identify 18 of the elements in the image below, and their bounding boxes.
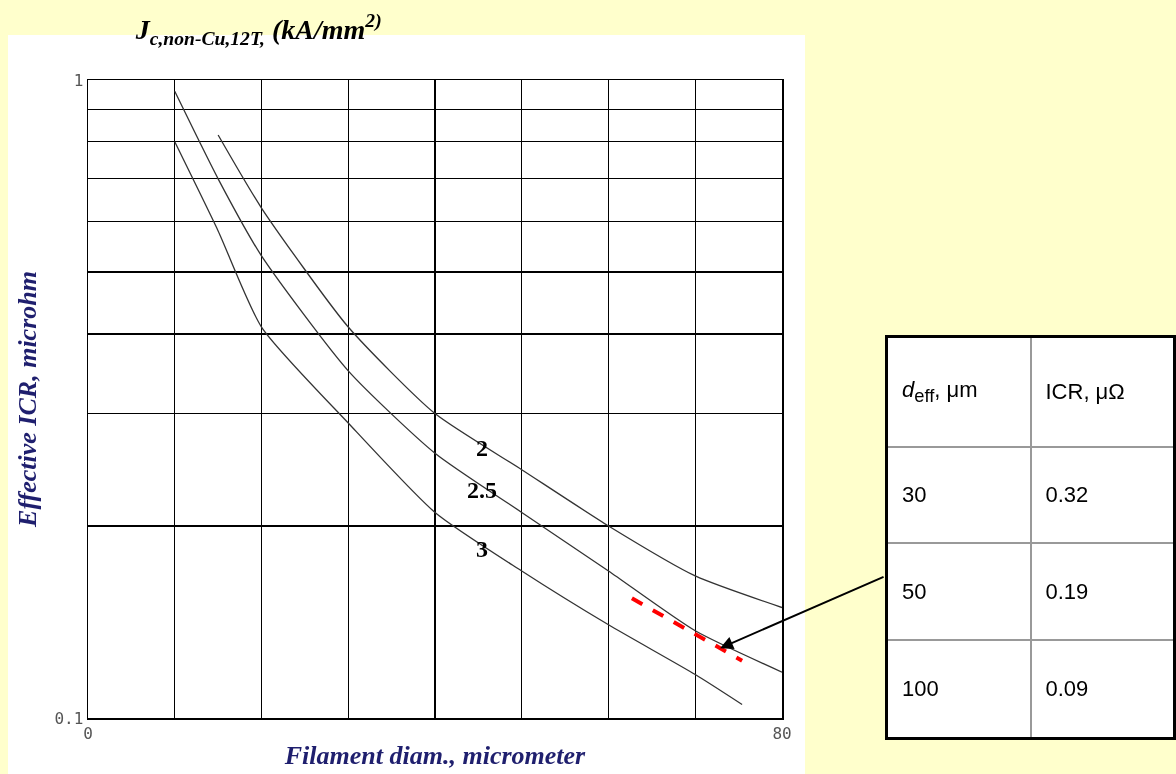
line-series xyxy=(174,141,743,706)
text: ICR, μΩ xyxy=(1030,336,1175,447)
y-axis-title: Effective ICR, microhm xyxy=(13,271,43,528)
text: 0.32 xyxy=(1030,446,1175,544)
chart-title: J$_{c,non-Cu,12T,}$ (kA/mm$^{2)}$ xyxy=(134,10,382,49)
x-tick-label: 0 xyxy=(83,723,93,743)
text: 30 xyxy=(886,446,1031,544)
x-axis-title: Filament diam., micrometer xyxy=(283,741,587,771)
x-tick-label: 80 xyxy=(772,723,792,743)
text: d$_{eff}$, μm xyxy=(886,336,1031,447)
line-series xyxy=(174,90,782,673)
text: 0.19 xyxy=(1030,543,1175,641)
text: 50 xyxy=(886,543,1031,641)
text: 100 xyxy=(886,640,1031,739)
text: 0.09 xyxy=(1030,640,1175,739)
line-series xyxy=(217,134,782,609)
y-tick-label: 0.1 xyxy=(54,708,84,728)
y-tick-label: 1 xyxy=(73,70,84,90)
